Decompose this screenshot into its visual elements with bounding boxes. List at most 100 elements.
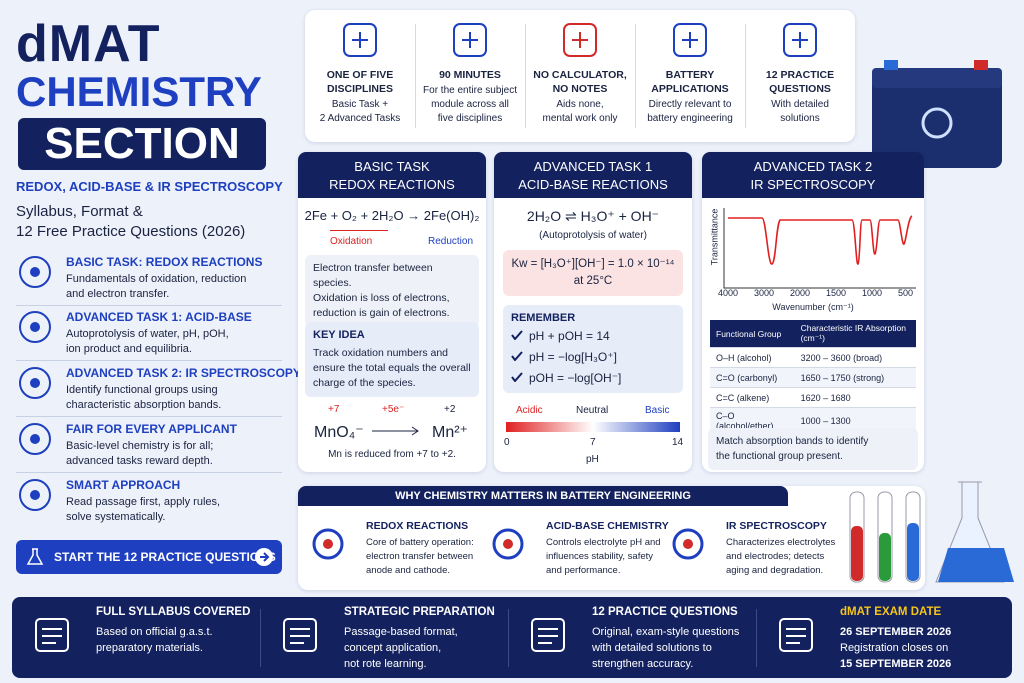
topic-text: Basic-level chemistry is for all; advance… [66,439,213,469]
ph-tick: 0 [504,437,510,448]
fact-text: For the entire subject module across all f… [415,84,525,126]
battery-item-text: Characterizes electrolytes and electrodes… [726,536,835,578]
table-cell: C=C (alkene) [710,387,795,408]
topic-text: Fundamentals of oxidation, reduction and … [66,272,246,302]
text-line: Electron transfer between species. [313,262,433,289]
divider [260,609,261,667]
neutral: Neutral [576,405,609,416]
flask-icon [26,548,44,565]
text-line: reduction is gain of electrons. [313,307,450,319]
fact-text: Basic Task + 2 Advanced Tasks [305,98,415,126]
text-line: ACID-BASE REACTIONS [518,177,668,192]
footer-text: Passage-based format, concept application… [344,624,458,672]
text-line: APPLICATIONS [651,83,729,95]
ph-tick: 14 [672,437,684,448]
ox-before: +7 [328,404,340,415]
remember-text: pH = −log[H₃O⁺] [529,350,617,364]
text-line: 26 SEPTEMBER 2026 [840,626,952,638]
text-line: Aids none, [556,99,604,110]
panel-header: ADVANCED TASK 1 ACID-BASE REACTIONS [494,152,692,198]
icon [283,618,317,652]
panel-header: BASIC TASK REDOX REACTIONS [298,152,486,198]
icon [343,23,377,57]
remember-text: pH + pOH = 14 [529,329,610,343]
table-row: C=C (alkene) 1620 – 1680 [710,387,916,408]
footer-title: STRATEGIC PREPARATION [344,606,495,618]
battery-item-text: Core of battery operation: electron trans… [366,536,474,578]
fact-title: NO CALCULATOR, NO NOTES [525,68,635,96]
icon [673,23,707,57]
text-line: Fundamentals of oxidation, reduction [66,273,247,285]
underline [330,230,388,231]
divider [16,360,282,361]
basic: Basic [645,405,670,416]
electrons: +5e⁻ [382,404,405,415]
reduction-label: Reduction [428,236,474,247]
text-line: ADVANCED TASK 1 [533,159,653,174]
fact-title: ONE OF FIVE DISCIPLINES [305,68,415,96]
arrow-icon [255,548,273,566]
topic-title: SMART APPROACH [66,478,181,492]
ir-spectrum [723,208,916,289]
ir-note: Match absorption bands to identify the fu… [708,428,918,470]
cta-label[interactable]: START THE 12 PRACTICE QUESTIONS [54,550,276,564]
text-line: BASIC TASK [354,159,430,174]
icon [35,618,69,652]
text-line: IR SPECTROSCOPY [750,177,876,192]
text-line: Identify functional groups using [66,384,218,396]
text-line: Characterizes electrolytes [726,537,836,548]
ox-after: +2 [444,404,456,415]
text-line: and electron transfer. [66,288,170,300]
divider [508,609,509,667]
equation: 2H₂O ⇌ H₃O⁺ + OH⁻ [526,208,660,224]
cta-button[interactable]: START THE 12 PRACTICE QUESTIONS [16,540,282,574]
y-axis-label: Transmittance [709,208,720,266]
reaction-arrow [372,426,419,436]
text-line: concept application, [344,642,442,654]
text-line: advanced tasks reward depth. [66,455,213,467]
oxidation-label: Oxidation [330,236,373,247]
text-line: Syllabus, Format & [16,203,143,220]
text-line: five disciplines [437,113,503,124]
key-title: KEY IDEA [313,329,365,341]
remember-item: pH + pOH = 14 [511,326,675,347]
text-line: Autoprotolysis of water, pH, pOH, [66,328,229,340]
check [511,372,523,383]
ir-table: Functional Group Characteristic IR Absorp… [710,320,916,435]
battery-illustration [872,60,1002,168]
icon [783,23,817,57]
battery-item-title: ACID-BASE CHEMISTRY [546,520,669,532]
species-before: MnO₄⁻ [314,424,364,441]
text-line: ensure the total equals the overall [313,362,471,374]
panel-header: ADVANCED TASK 2 IR SPECTROSCOPY [702,152,924,198]
text-line: 2 Advanced Tasks [319,113,401,124]
table-cell: 1650 – 1750 (strong) [794,367,916,388]
divider [16,472,282,473]
text-line: and performance. [546,565,621,576]
remember-box: REMEMBER pH + pOH = 14 pH = −log[H₃O⁺] pOH… [503,305,683,393]
table-row: O–H (alcohol) 3200 – 3600 (broad) [710,347,916,368]
table-cell: 1620 – 1680 [794,387,916,408]
x-tick-label: 3000 [754,288,775,298]
text-line: ion product and equilibria. [66,343,192,355]
divider [16,305,282,306]
topic-text: Autoprotolysis of water, pH, pOH, ion pro… [66,327,229,357]
text-line: Track oxidation numbers and [313,347,449,359]
topic-title: FAIR FOR EVERY APPLICANT [66,422,237,436]
key-box: KEY IDEA Track oxidation numbers and ensu… [305,322,479,397]
divider [16,416,282,417]
text-line: solve systematically. [66,511,166,523]
icon [563,23,597,57]
text-line: 90 MINUTES [439,69,501,81]
x-tick-label: 4000 [718,288,739,298]
icon [19,256,51,288]
battery-item-text: Controls electrolyte pH and influences st… [546,536,661,578]
footer-text: Original, exam-style questions with detai… [592,624,739,672]
text-line: ADVANCED TASK 2 [753,159,873,174]
remember-list: pH + pOH = 14 pH = −log[H₃O⁺] pOH = −log[O… [511,326,675,389]
text-line: solutions [780,113,820,124]
text-line: DISCIPLINES [327,83,393,95]
x-axis-label: Wavenumber (cm⁻¹) [772,302,854,312]
acidic: Acidic [516,405,543,416]
check [511,330,523,341]
